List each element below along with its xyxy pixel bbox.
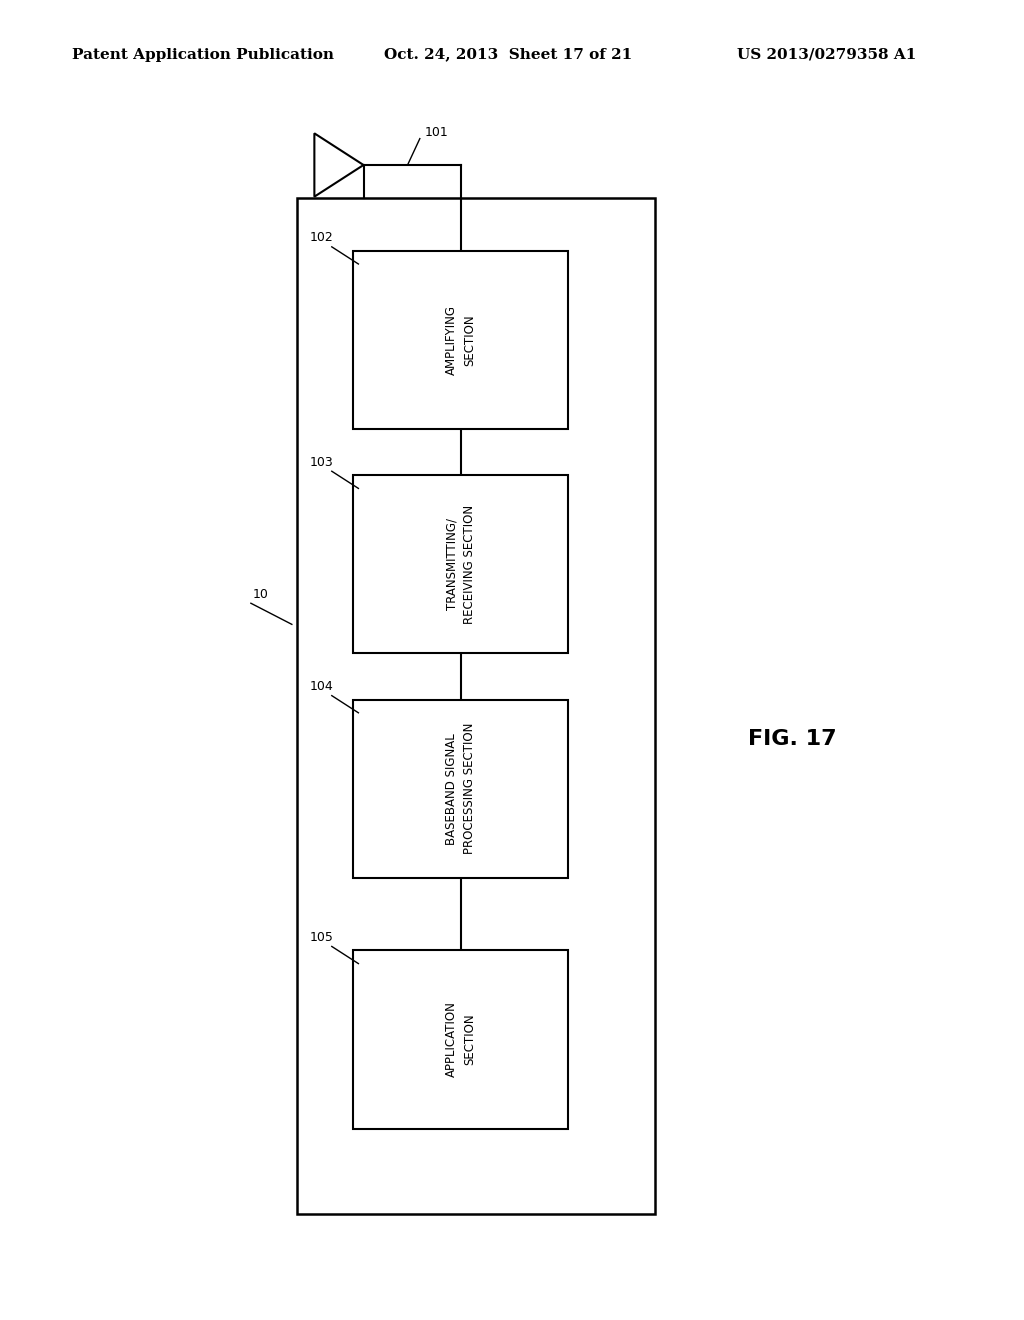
Text: US 2013/0279358 A1: US 2013/0279358 A1 [737, 48, 916, 62]
Text: Oct. 24, 2013  Sheet 17 of 21: Oct. 24, 2013 Sheet 17 of 21 [384, 48, 632, 62]
Text: 10: 10 [253, 587, 269, 601]
Text: 103: 103 [309, 455, 333, 469]
Text: 104: 104 [309, 680, 333, 693]
Text: BASEBAND SIGNAL
PROCESSING SECTION: BASEBAND SIGNAL PROCESSING SECTION [445, 723, 476, 854]
Text: FIG. 17: FIG. 17 [748, 729, 837, 750]
Bar [353, 475, 568, 653]
Text: 105: 105 [309, 931, 333, 944]
Bar [353, 950, 568, 1129]
Bar [297, 198, 655, 1214]
Text: 101: 101 [425, 125, 449, 139]
Text: AMPLIFYING
SECTION: AMPLIFYING SECTION [445, 305, 476, 375]
Bar [353, 251, 568, 429]
Bar [353, 700, 568, 878]
Text: Patent Application Publication: Patent Application Publication [72, 48, 334, 62]
Text: APPLICATION
SECTION: APPLICATION SECTION [445, 1002, 476, 1077]
Text: 102: 102 [309, 231, 333, 244]
Text: TRANSMITTING/
RECEIVING SECTION: TRANSMITTING/ RECEIVING SECTION [445, 504, 476, 624]
